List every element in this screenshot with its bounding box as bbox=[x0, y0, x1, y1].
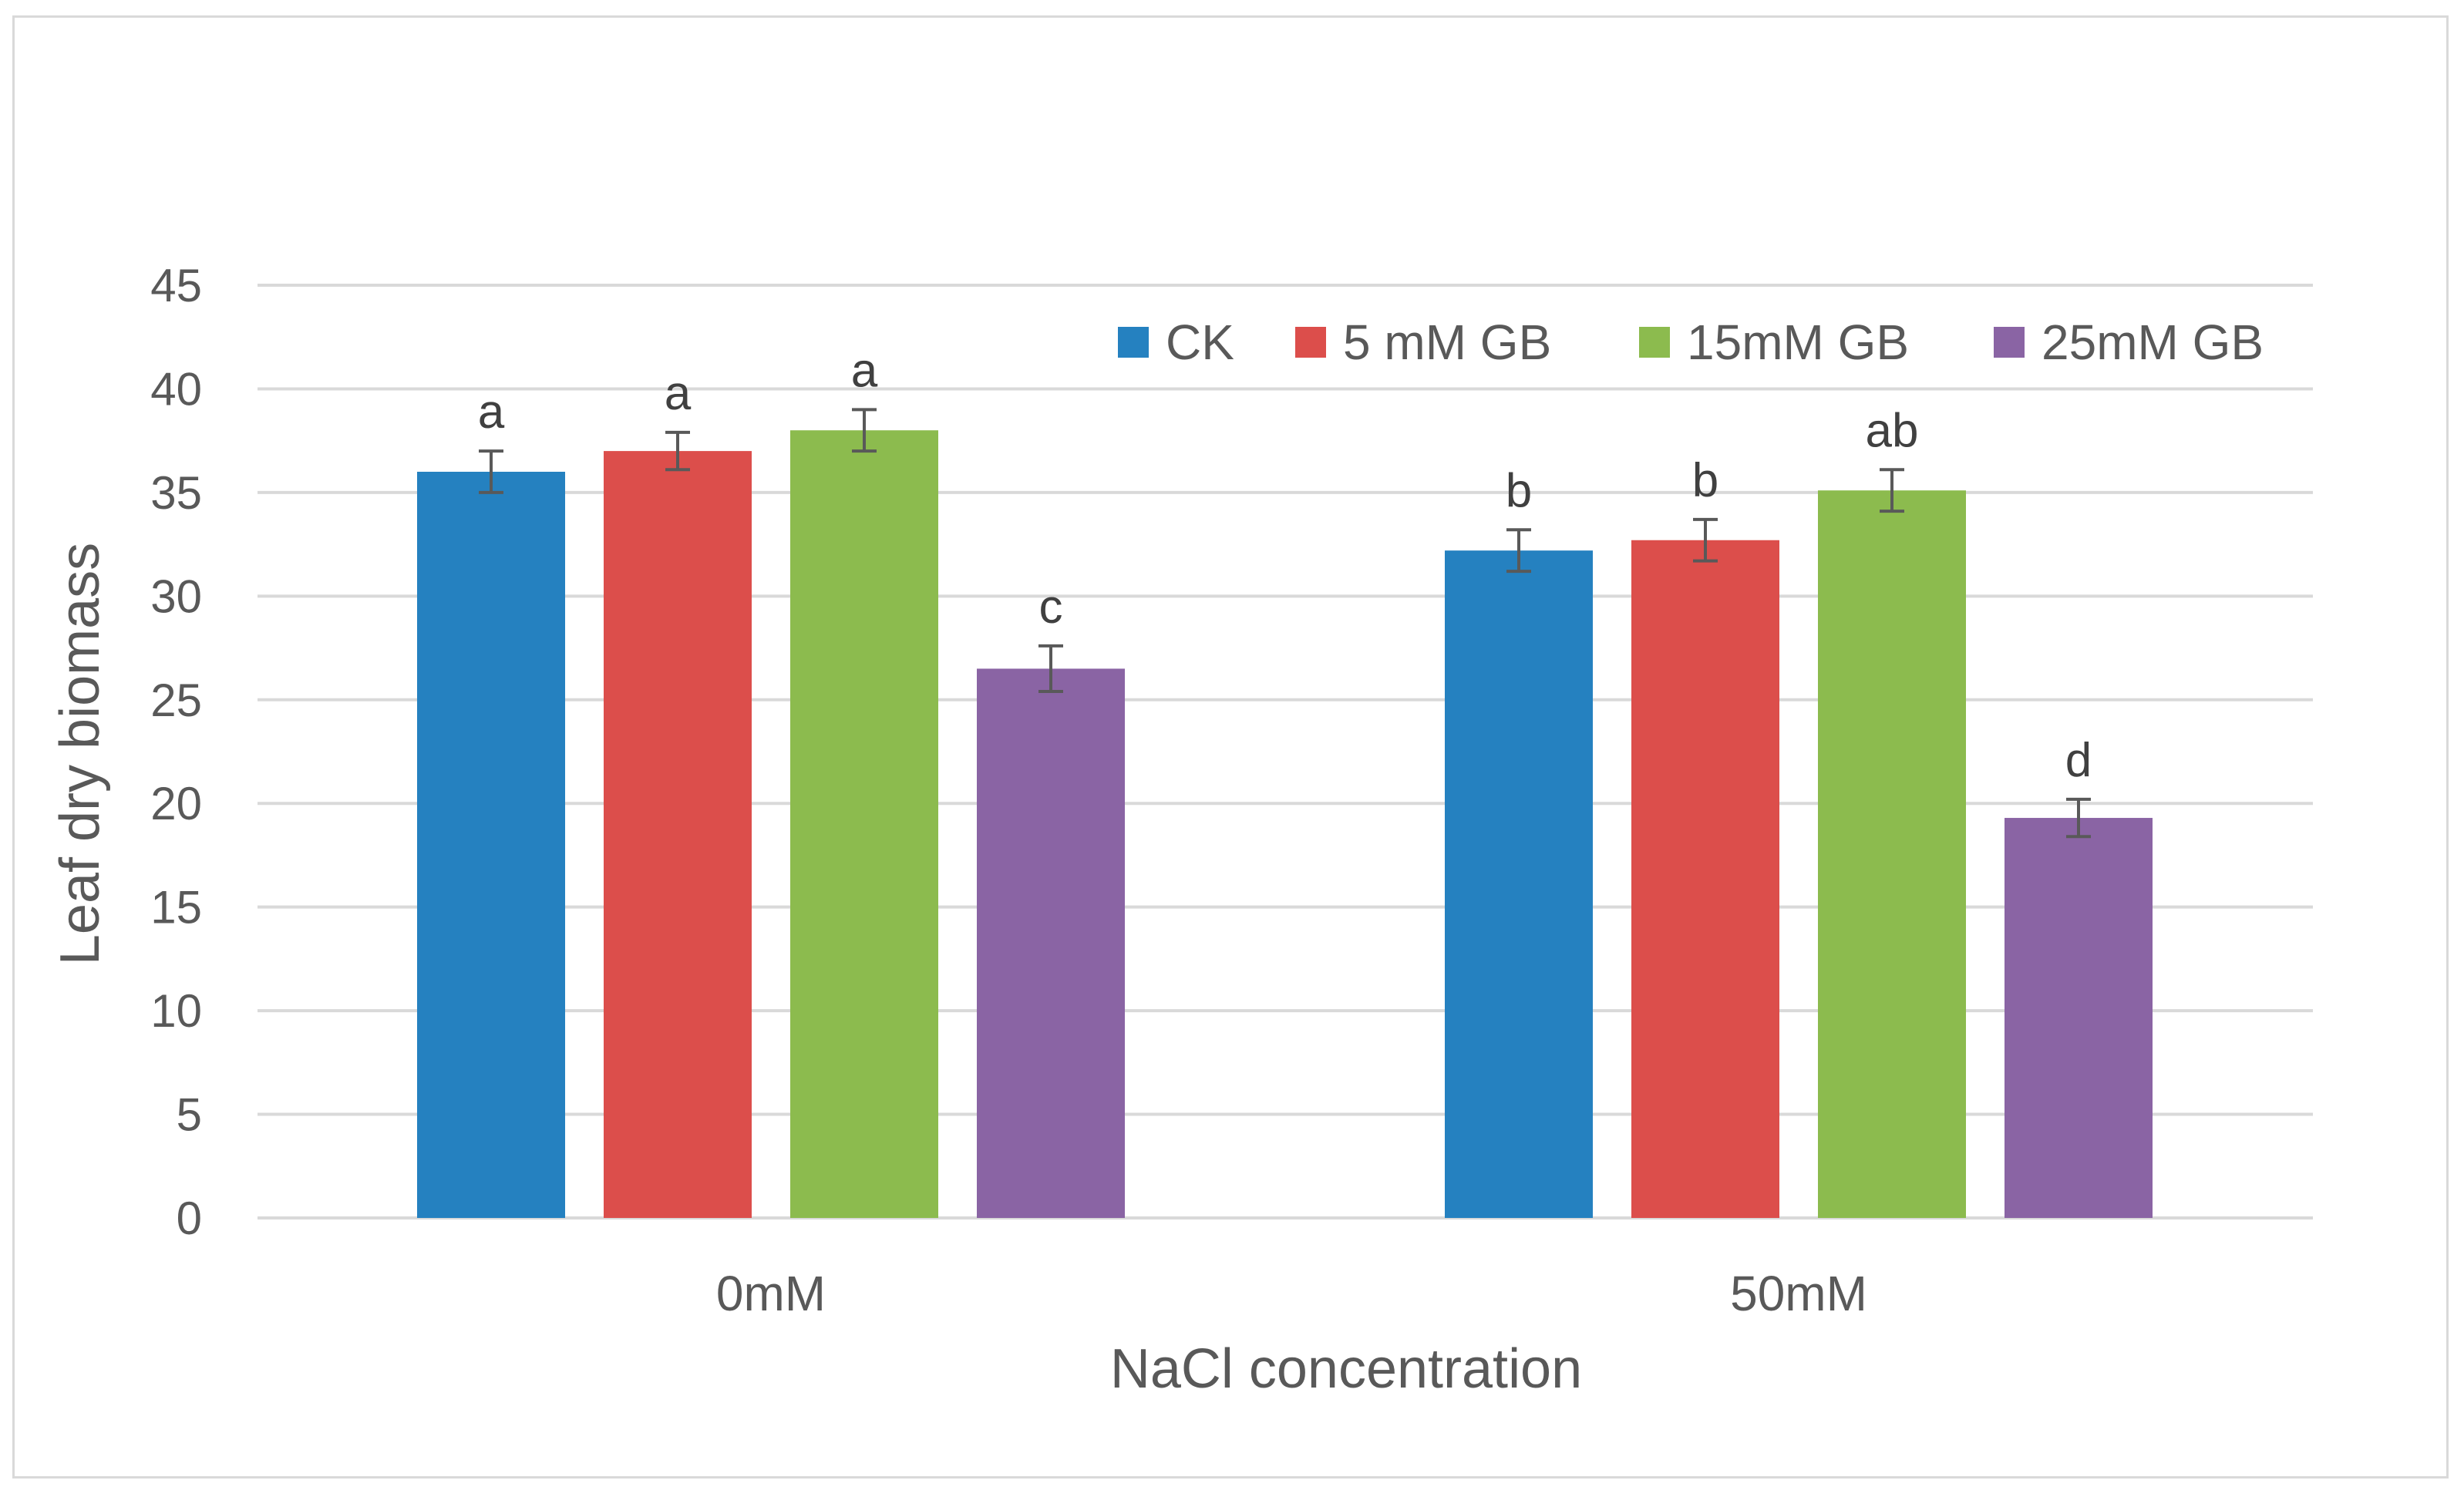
significance-label: a bbox=[665, 367, 692, 420]
significance-label: a bbox=[478, 385, 505, 439]
error-bar bbox=[852, 408, 877, 453]
significance-label: b bbox=[1506, 464, 1532, 517]
x-category-label: 50mM bbox=[1730, 1266, 1867, 1321]
y-tick-label: 20 bbox=[150, 778, 202, 829]
y-tick-label: 40 bbox=[150, 363, 202, 415]
legend-item: 25mM GB bbox=[1994, 315, 2264, 370]
y-tick-label: 30 bbox=[150, 570, 202, 622]
bar bbox=[2005, 818, 2153, 1218]
legend-swatch bbox=[1118, 327, 1149, 358]
error-bar bbox=[1038, 644, 1063, 694]
legend: CK 5 mM GB 15mM GB 25mM GB bbox=[1118, 315, 2264, 370]
legend-label: 15mM GB bbox=[1687, 315, 1909, 370]
error-bar bbox=[1506, 528, 1531, 574]
bar bbox=[790, 430, 938, 1218]
bar bbox=[604, 451, 752, 1218]
error-bar bbox=[665, 430, 690, 472]
legend-item: 15mM GB bbox=[1639, 315, 1909, 370]
bars bbox=[417, 430, 2153, 1218]
legend-label: 25mM GB bbox=[2042, 315, 2264, 370]
y-tick-label: 10 bbox=[150, 985, 202, 1037]
y-tick-label: 35 bbox=[150, 467, 202, 519]
legend-label: 5 mM GB bbox=[1343, 315, 1551, 370]
y-tick-label: 15 bbox=[150, 882, 202, 934]
error-bar bbox=[1693, 517, 1718, 563]
legend-label: CK bbox=[1166, 315, 1234, 370]
y-tick-label: 45 bbox=[150, 260, 202, 311]
y-axis-title: Leaf dry biomass bbox=[49, 543, 111, 965]
bar bbox=[977, 668, 1125, 1218]
error-bar bbox=[479, 449, 503, 494]
significance-label: d bbox=[2065, 734, 2092, 787]
legend-swatch bbox=[1994, 327, 2025, 358]
x-axis-categories: 0mM 50mM bbox=[716, 1266, 1867, 1321]
error-bar bbox=[1880, 468, 1904, 513]
error-bars bbox=[479, 408, 2091, 839]
significance-label: a bbox=[851, 344, 878, 397]
y-tick-label: 5 bbox=[177, 1089, 202, 1141]
significance-label: c bbox=[1039, 580, 1063, 634]
legend-item: 5 mM GB bbox=[1295, 315, 1551, 370]
x-axis-title: NaCl concentration bbox=[1110, 1338, 1582, 1400]
bar bbox=[1445, 550, 1593, 1218]
legend-swatch bbox=[1639, 327, 1670, 358]
x-category-label: 0mM bbox=[716, 1266, 826, 1321]
bar bbox=[1818, 490, 1966, 1218]
legend-swatch bbox=[1295, 327, 1326, 358]
y-axis-ticks: 0 5 10 15 20 25 30 35 40 45 bbox=[150, 260, 202, 1244]
legend-item: CK bbox=[1118, 315, 1234, 370]
y-tick-label: 25 bbox=[150, 674, 202, 726]
gridlines bbox=[258, 284, 2313, 1219]
significance-label: b bbox=[1692, 454, 1718, 507]
bar bbox=[417, 472, 565, 1218]
bar bbox=[1631, 540, 1779, 1218]
y-tick-label: 0 bbox=[177, 1193, 202, 1244]
error-bar bbox=[2066, 797, 2091, 839]
significance-label: ab bbox=[1866, 404, 1919, 457]
